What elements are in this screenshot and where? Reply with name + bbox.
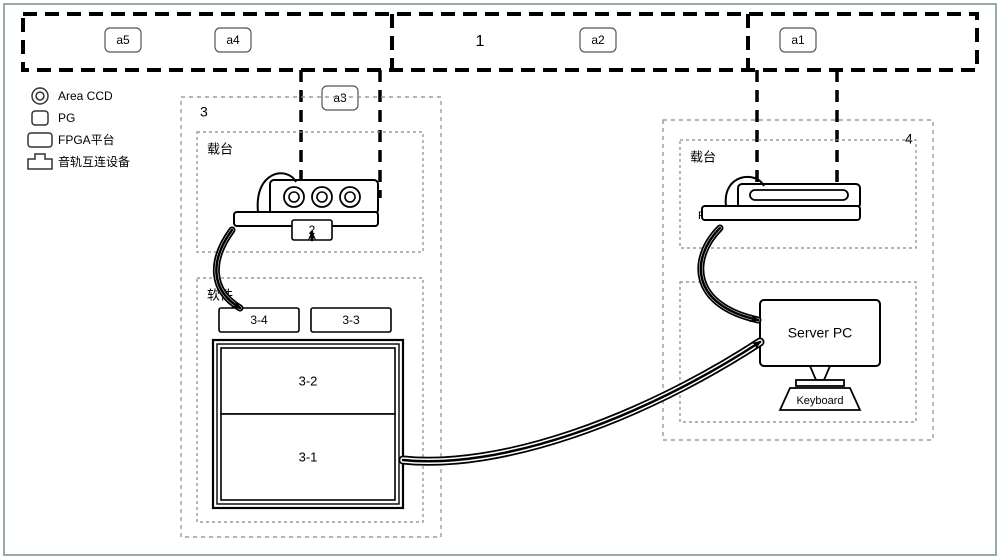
- block4-stage-title: 载台: [690, 149, 716, 164]
- legend-text-pg: PG: [58, 111, 75, 125]
- server-monitor-label: Server PC: [788, 325, 853, 341]
- node-label-a5: a5: [116, 33, 130, 47]
- block3-label: 3: [200, 104, 208, 120]
- node-label-a2: a2: [591, 33, 605, 47]
- block3-3-3-label: 3-3: [342, 313, 360, 327]
- diagram-canvas: 1a5a4a3a2a1Area CCDPGFPGA平台音轨互连设备3载台2软件3…: [0, 0, 1000, 559]
- top-strip: [23, 14, 977, 70]
- node-label-a1: a1: [791, 33, 805, 47]
- legend-text-fpga: FPGA平台: [58, 132, 115, 147]
- legend-interconnect-icon: [28, 154, 52, 169]
- block3-3-4-label: 3-4: [250, 313, 268, 327]
- legend-pg-icon: [32, 111, 48, 125]
- node-label-a4: a4: [226, 33, 240, 47]
- block3-3-1-label: 3-1: [299, 449, 318, 464]
- legend-text-interconnect: 音轨互连设备: [58, 154, 130, 169]
- node-label-a3: a3: [333, 91, 347, 105]
- server-base: [796, 380, 844, 386]
- server-stand: [810, 366, 830, 380]
- block3-3-2-label: 3-2: [299, 373, 318, 388]
- top-strip-label: 1: [476, 33, 485, 50]
- legend-fpga-icon: [28, 133, 52, 147]
- outer-frame: [4, 4, 996, 555]
- block3-camera: [234, 173, 378, 226]
- arrow-sw-to-server: [403, 342, 760, 461]
- block3-stage-title: 载台: [207, 141, 233, 156]
- block4-label: 4: [905, 131, 913, 147]
- legend-areaccd-icon: [32, 88, 48, 104]
- keyboard-label: Keyboard: [796, 395, 843, 407]
- legend-text-area-ccd: Area CCD: [58, 89, 113, 103]
- block4-camera: [702, 177, 860, 220]
